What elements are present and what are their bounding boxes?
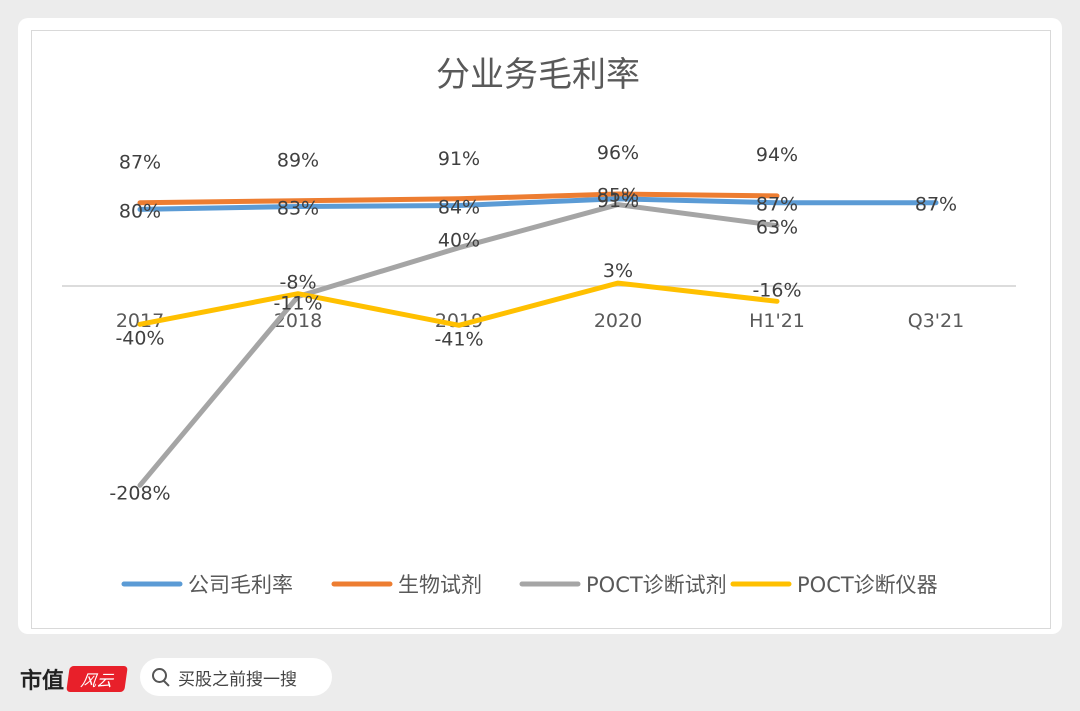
series-line-3: [137, 280, 780, 328]
data-label: -40%: [115, 327, 164, 349]
data-label: -208%: [109, 482, 170, 504]
data-label: 3%: [603, 260, 633, 282]
chart-frame: [31, 30, 1051, 629]
legend-label: 公司毛利率: [188, 573, 293, 597]
x-tick-label: 2017: [116, 310, 164, 332]
data-label: 83%: [277, 198, 319, 220]
data-label: 87%: [915, 194, 957, 216]
data-label: 94%: [756, 144, 798, 166]
search-icon: [152, 668, 170, 686]
footer-bar: 市值 风云 买股之前搜一搜: [0, 646, 1080, 711]
legend-label: POCT诊断试剂: [586, 573, 727, 597]
chart-title: 分业务毛利率: [436, 55, 640, 95]
data-label: 96%: [597, 142, 639, 164]
data-label: 84%: [438, 197, 480, 219]
x-tick-label: 2018: [274, 310, 322, 332]
legend-label: POCT诊断仪器: [797, 573, 938, 597]
data-label: 63%: [756, 217, 798, 239]
search-text: 买股之前搜一搜: [178, 669, 297, 690]
data-label: 91%: [438, 148, 480, 170]
x-tick-label: 2019: [435, 310, 483, 332]
legend-label: 生物试剂: [398, 573, 482, 597]
data-label: 85%: [597, 185, 639, 207]
x-tick-label: H1'21: [749, 310, 805, 332]
search-bar[interactable]: 买股之前搜一搜: [140, 658, 332, 696]
data-label: 89%: [277, 150, 319, 172]
brand-logo: 市值 风云: [20, 662, 128, 696]
data-label: -8%: [280, 272, 317, 294]
data-label: -11%: [273, 293, 322, 315]
data-label: -16%: [752, 279, 801, 301]
x-tick-label: 2020: [594, 310, 642, 332]
data-label: 40%: [438, 230, 480, 252]
brand-name: 市值: [20, 668, 65, 694]
data-label: 87%: [756, 194, 798, 216]
brand-seal: 风云: [66, 666, 128, 692]
series-line-2: [137, 202, 780, 488]
series-line-1: [137, 191, 780, 206]
data-label: 80%: [119, 200, 161, 222]
data-label: 87%: [119, 152, 161, 174]
data-label: 91%: [597, 190, 639, 212]
x-tick-label: Q3'21: [908, 310, 964, 332]
data-label: -41%: [434, 328, 483, 350]
series-line-0: [137, 196, 939, 212]
